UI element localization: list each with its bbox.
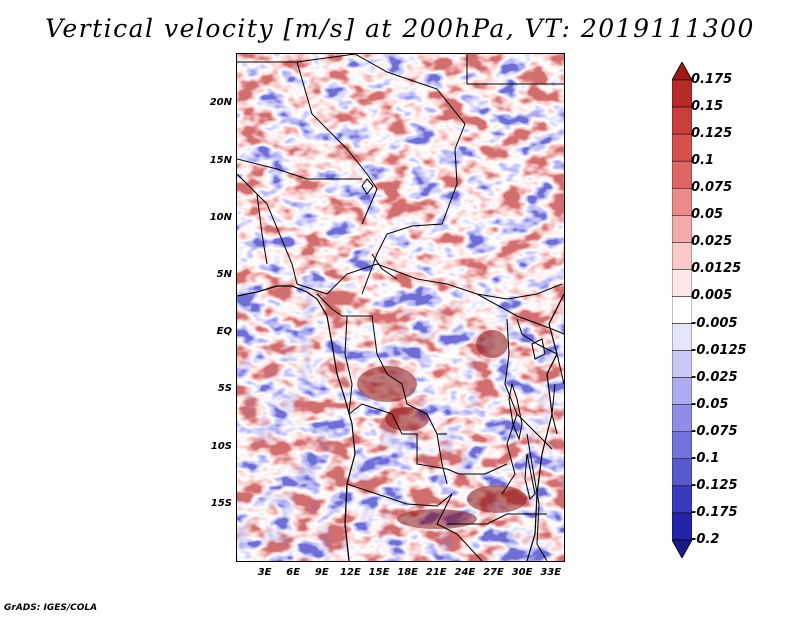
colorbar-level-label: 0.175 [691,72,733,87]
colorbar-level-label: -0.1 [691,450,720,466]
colorbar-level-label: 0.075 [691,180,733,196]
colorbar-bin [672,79,692,108]
colorbar-level-label: -0.025 [691,369,738,385]
lon-tick-label: 27E [483,567,504,578]
lake-outlines [361,178,546,500]
colorbar-bin [672,404,692,433]
colorbar-bin [672,485,692,514]
velocity-field [237,54,564,561]
grads-credit: GrADS: IGES/COLA [4,603,98,613]
east-coastline [526,293,564,561]
colorbar-level-label: -0.005 [691,315,738,331]
lon-tick-label: 33E [540,567,562,578]
colorbar-bin [672,431,692,460]
colorbar-bin [672,106,692,135]
lat-tick-label: 5S [217,383,232,395]
lon-tick-label: 21E [425,567,447,578]
lat-tick-label: 10S [210,440,232,452]
colorbar-level-label: 0.1 [691,153,715,169]
colorbar-bin [672,242,692,270]
lon-tick-label: 3E [257,567,272,578]
colorbar-level-label: 0.005 [691,288,733,304]
colorbar-bin [672,377,692,405]
colorbar-level-label: -0.125 [691,477,738,493]
colorbar-level-label: 0.125 [691,126,733,142]
lon-tick-label: 24E [454,567,476,578]
lon-tick-label: 9E [314,567,329,578]
colorbar-level-label: 0.05 [691,207,724,223]
lon-tick-label: 15E [368,567,390,578]
colorbar-bin [672,269,692,297]
colorbar-bin [672,187,692,216]
lon-tick-label: 30E [511,567,533,578]
colorbar-bin [672,133,692,162]
chart-title: Vertical velocity [m/s] at 200hPa, VT: 2… [45,14,755,43]
lat-tick-label: 15N [209,154,232,166]
map-panel [236,53,565,562]
colorbar-bin [672,350,692,378]
colorbar-top-arrow [672,62,692,81]
lon-tick-label: 18E [397,567,419,578]
colorbar-level-label: -0.075 [691,423,738,439]
lon-tick-label: 6E [286,567,301,578]
colorbar-bottom-arrow [672,539,692,558]
colorbar [672,62,692,558]
colorbar-level-label: -0.0125 [691,342,747,358]
lat-tick-label: 5N [216,269,232,281]
lon-tick-label: 12E [340,567,361,578]
colorbar-bin [672,160,692,189]
lat-tick-label: 15S [210,497,232,509]
colorbar-level-label: -0.05 [691,396,729,412]
colorbar-level-label: 0.15 [691,99,724,115]
colorbar-bin [672,323,692,351]
colorbar-level-label: 0.025 [691,234,733,250]
colorbar-level-label: -0.2 [691,532,720,547]
colorbar-level-label: -0.175 [691,504,738,520]
lat-tick-label: 20N [209,97,232,109]
lat-tick-label: EQ [216,326,232,338]
colorbar-bin [672,512,692,541]
lat-tick-label: 10N [209,211,232,223]
colorbar-bin [672,458,692,487]
colorbar-level-label: 0.0125 [691,261,742,277]
west-coastline [237,285,356,561]
colorbar-bin [672,296,692,324]
colorbar-bin [672,215,692,243]
